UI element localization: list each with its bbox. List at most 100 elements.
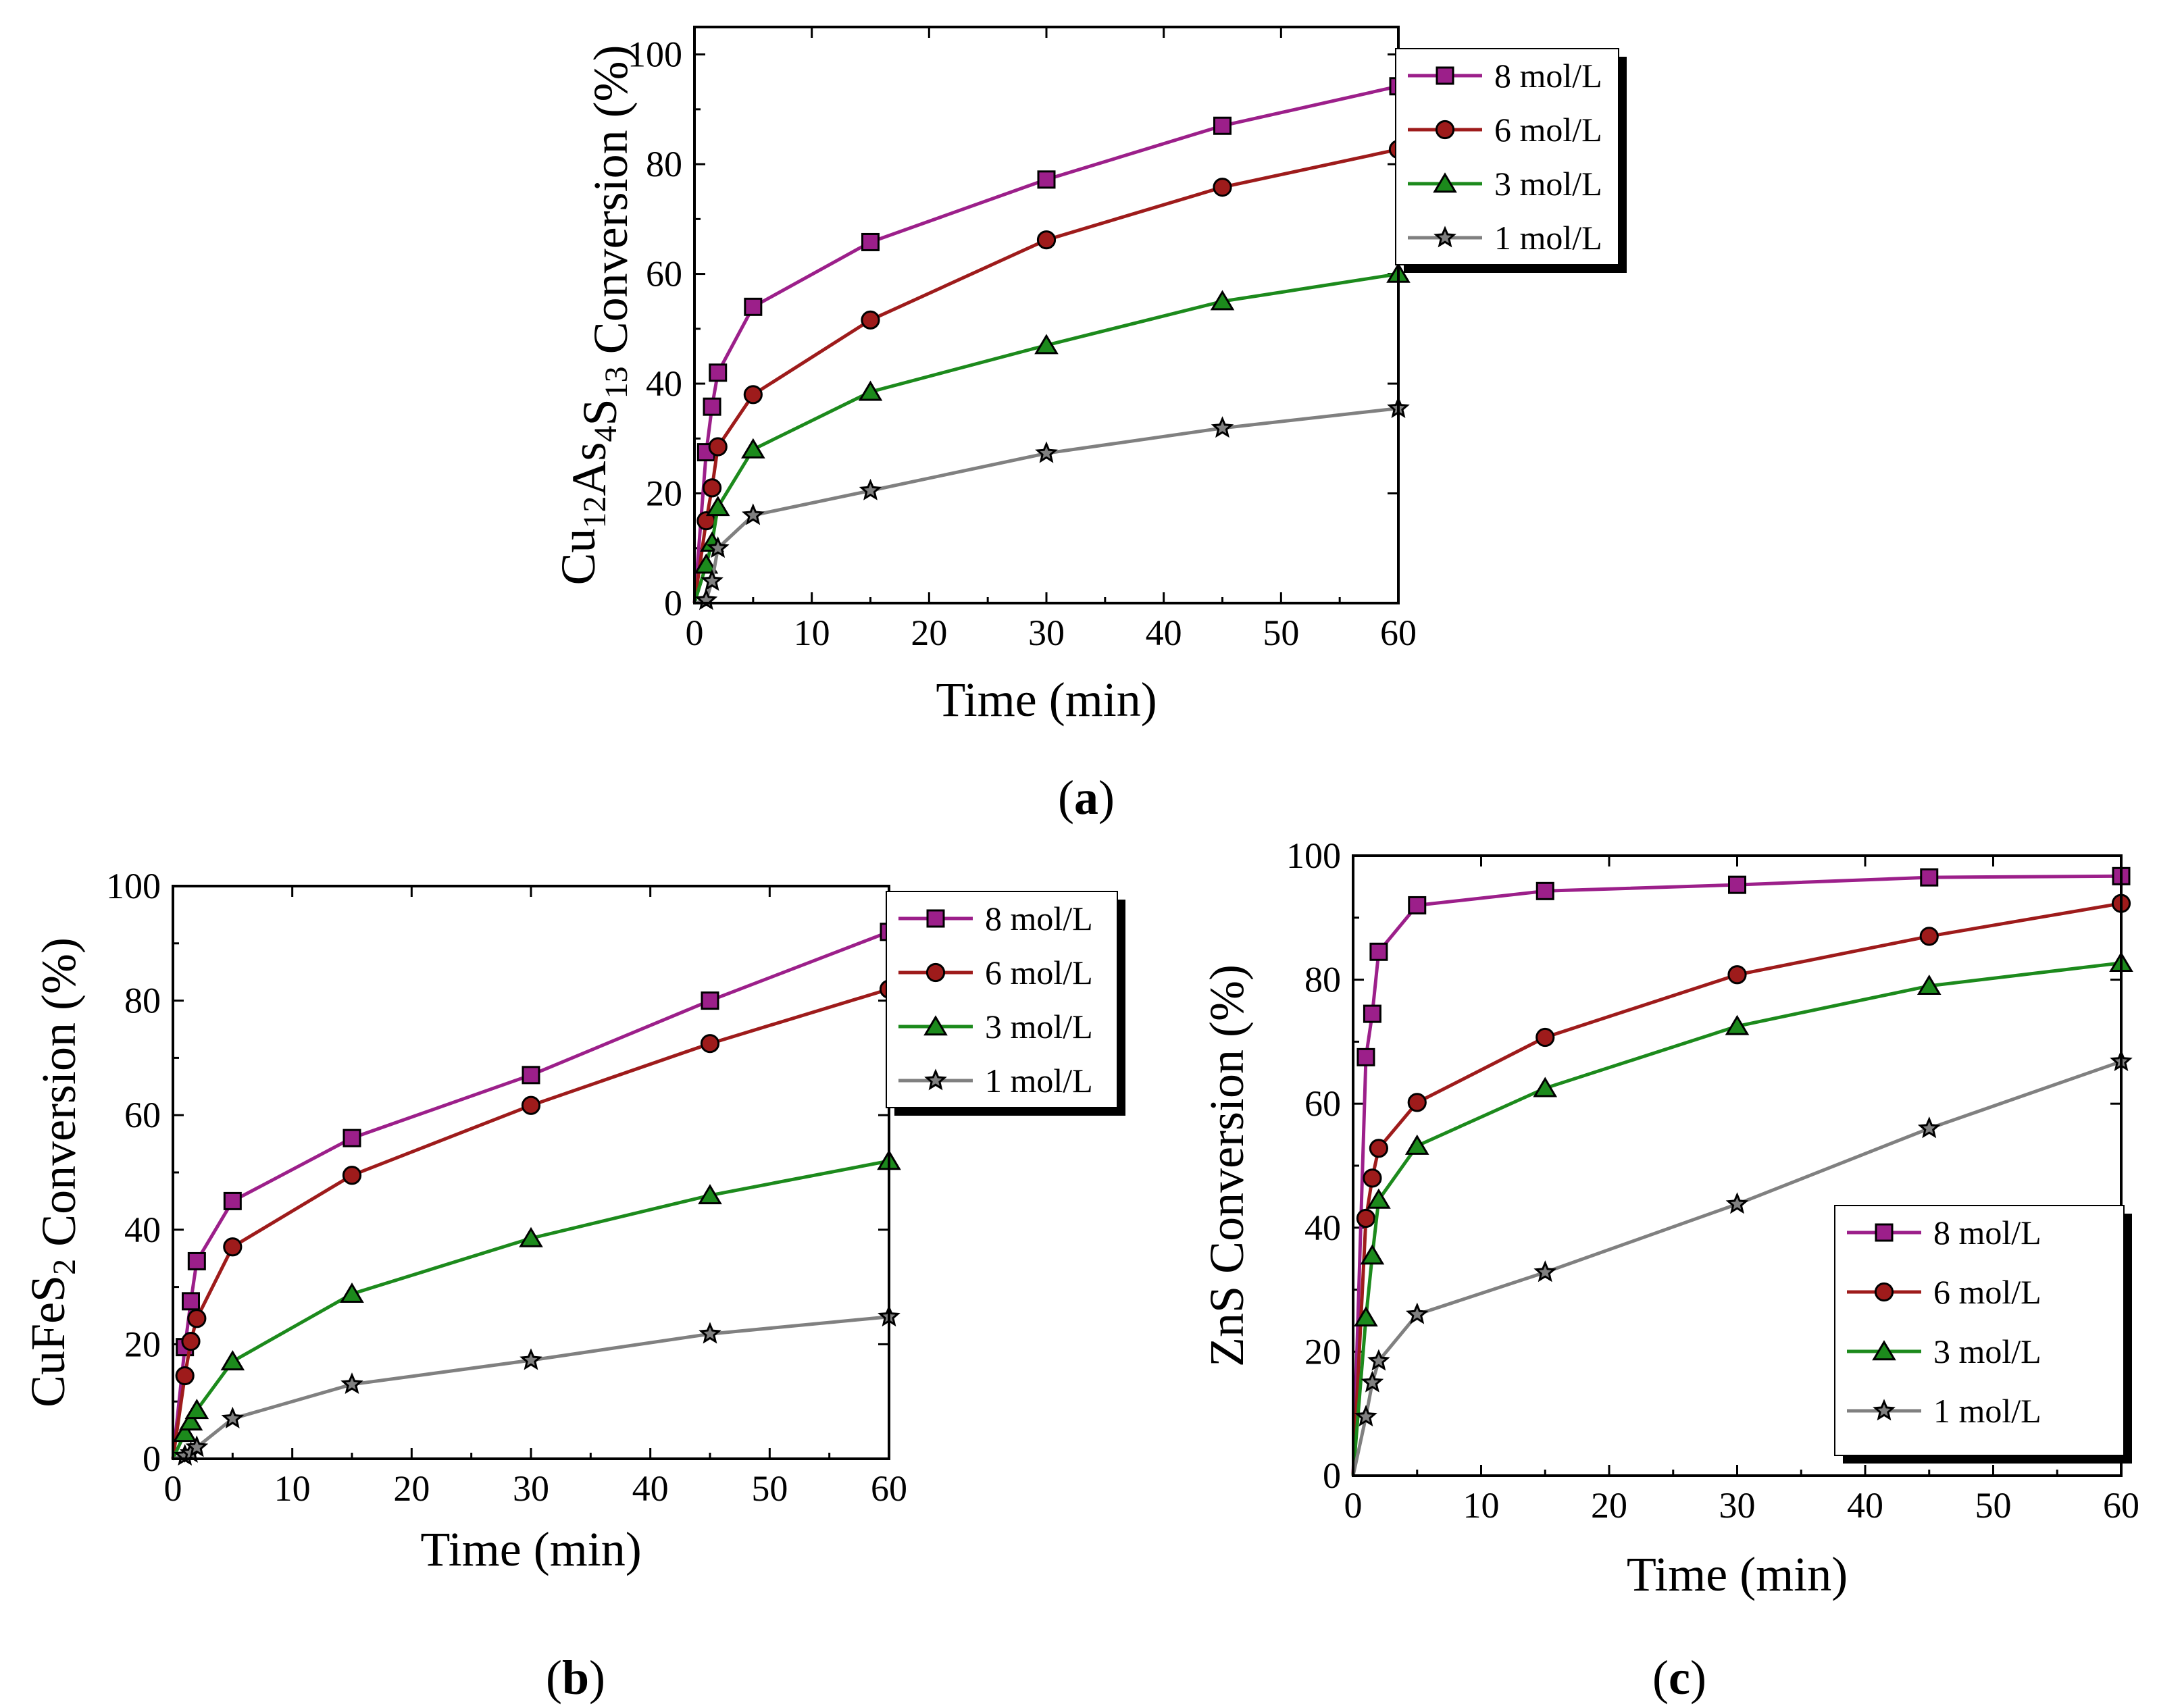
legend-marker: [925, 962, 946, 983]
data-point: [223, 1237, 243, 1257]
y-axis-title-part: As: [562, 442, 616, 496]
legend-label: 8 mol/L: [985, 900, 1093, 937]
data-point: [694, 588, 718, 611]
data-point: [1367, 1349, 1390, 1371]
data-point: [1727, 965, 1747, 985]
y-tick-label: 60: [124, 1095, 161, 1135]
series-3-mol-l: [171, 1149, 901, 1460]
data-point: [709, 363, 728, 382]
series-8-mol-l: [1351, 866, 2131, 1476]
data-point: [519, 1226, 543, 1247]
x-tick-label: 0: [164, 1468, 182, 1509]
data-point: [181, 1332, 201, 1351]
data-point: [184, 1399, 209, 1420]
data-point: [172, 1422, 197, 1443]
chart-panel-a: 0 10 20 30 40 50 60 0 20 40 60 80 100 Time (min) Cu12A…: [551, 26, 1627, 825]
data-point: [1536, 1027, 1555, 1047]
data-point: [175, 1366, 195, 1386]
data-point: [1354, 1405, 1377, 1427]
data-point: [1408, 896, 1427, 914]
plot-frame: [693, 26, 1400, 604]
data-point: [700, 1034, 720, 1054]
x-tick-label: 20: [1591, 1485, 1627, 1526]
legend: 8 mol/L 6 mol/L 3 mol/L 1 mol/L: [1834, 1205, 2132, 1464]
legend: 8 mol/L 6 mol/L 3 mol/L 1 mol/L: [886, 891, 1125, 1116]
series-1-mol-l: [1351, 1050, 2133, 1476]
x-tick-label: 50: [1263, 613, 1299, 653]
data-point: [1354, 1306, 1378, 1327]
series-6-mol-l: [692, 140, 1409, 604]
x-tick-label: 60: [2103, 1485, 2139, 1526]
caption-paren: (: [1058, 771, 1074, 825]
series-3-mol-l: [692, 262, 1411, 604]
x-tick-label: 30: [513, 1468, 549, 1509]
data-point: [1034, 334, 1059, 355]
data-point: [1361, 1370, 1384, 1393]
data-point: [1917, 975, 1942, 995]
y-tick-label: 80: [646, 144, 682, 184]
data-point: [1363, 1168, 1382, 1188]
legend-marker: [1433, 226, 1456, 248]
x-axis-title: Time (min): [420, 1522, 641, 1576]
y-axis-title-part: S: [573, 398, 627, 425]
data-point: [187, 1251, 206, 1270]
y-axis-title-part: ZnS Conversion (%): [1200, 964, 1254, 1367]
legend-marker: [1436, 66, 1454, 85]
data-point: [178, 1410, 203, 1431]
data-point: [220, 1350, 245, 1371]
y-axis-title-part: CuFeS: [21, 1275, 75, 1407]
data-point: [340, 1372, 363, 1395]
series-line: [172, 1315, 890, 1461]
legend-label: 1 mol/L: [985, 1062, 1093, 1099]
data-point: [1533, 1260, 1557, 1283]
data-point: [1356, 1047, 1375, 1066]
data-point: [708, 437, 728, 457]
data-point: [1407, 1093, 1427, 1112]
legend-marker: [1433, 172, 1457, 193]
data-point: [744, 297, 763, 316]
data-point: [1210, 290, 1235, 311]
data-point: [1917, 1116, 1941, 1139]
chart-panel-b: 0 10 20 30 40 50 60 0 20 40 60 80 100 Time (min) CuFeS…: [21, 866, 1125, 1705]
data-point: [1367, 1188, 1391, 1209]
y-tick-label: 20: [1304, 1331, 1341, 1372]
plot-frame: [1352, 854, 2123, 1477]
data-point: [699, 1322, 721, 1344]
data-point: [187, 1309, 207, 1328]
data-point: [1036, 230, 1057, 250]
data-point: [694, 553, 719, 574]
data-point: [223, 1191, 242, 1210]
x-tick-label: 0: [1344, 1485, 1363, 1526]
data-point: [1363, 1004, 1381, 1023]
data-point: [185, 1435, 209, 1457]
data-point: [342, 1129, 361, 1147]
series-line: [692, 147, 1399, 604]
y-tick-label: 20: [124, 1324, 161, 1364]
data-point: [1728, 875, 1746, 894]
y-axis-title-subscript: 2: [47, 1259, 82, 1275]
x-tick-label: 50: [1975, 1485, 2012, 1526]
y-tick-label: 100: [1286, 835, 1341, 876]
data-point: [743, 385, 763, 405]
legend-label: 3 mol/L: [1933, 1332, 2041, 1370]
data-point: [1405, 1302, 1429, 1324]
data-point: [1211, 416, 1234, 438]
data-point: [221, 1406, 245, 1428]
caption-paren: (: [546, 1651, 562, 1705]
series-6-mol-l: [171, 979, 899, 1459]
chart-panel-c: 0 10 20 30 40 50 60 0 20 40 60 80 100 Time (min) ZnS C…: [1200, 835, 2139, 1705]
legend: 8 mol/L 6 mol/L 3 mol/L 1 mol/L: [1395, 48, 1627, 273]
panel-caption: (a): [1058, 771, 1115, 825]
panel-caption: (c): [1652, 1651, 1706, 1705]
series-1-mol-l: [172, 1305, 900, 1466]
x-tick-label: 40: [632, 1468, 669, 1509]
x-tick-label: 10: [274, 1468, 311, 1509]
legend-box: [886, 891, 1118, 1108]
x-tick-label: 50: [751, 1468, 788, 1509]
caption-letter: a: [1074, 771, 1098, 825]
x-tick-label: 40: [1847, 1485, 1883, 1526]
data-point: [1536, 881, 1554, 900]
data-point: [340, 1283, 364, 1303]
x-tick-label: 30: [1719, 1485, 1756, 1526]
legend-box: [1395, 48, 1619, 265]
